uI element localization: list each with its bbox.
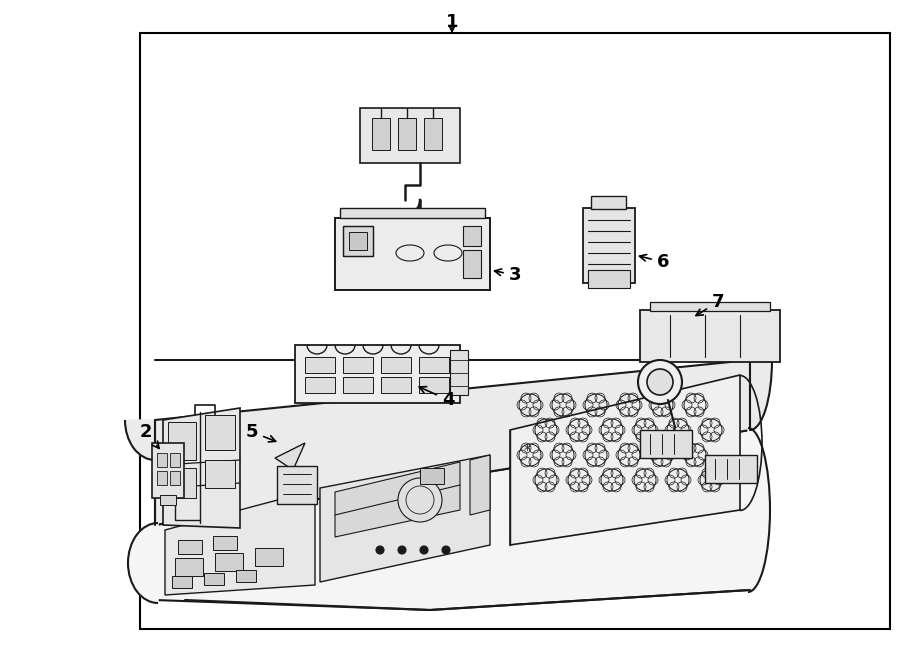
Bar xyxy=(381,357,411,373)
Polygon shape xyxy=(155,360,750,525)
Bar xyxy=(140,33,890,629)
Circle shape xyxy=(638,360,682,404)
Bar xyxy=(205,460,235,488)
Polygon shape xyxy=(748,428,770,592)
Polygon shape xyxy=(155,430,750,610)
Bar xyxy=(463,250,481,278)
Bar xyxy=(168,422,196,460)
Polygon shape xyxy=(163,408,240,528)
Polygon shape xyxy=(335,462,460,537)
Bar xyxy=(343,226,373,256)
Bar xyxy=(419,377,449,393)
Text: 2: 2 xyxy=(140,423,159,448)
Circle shape xyxy=(442,546,450,554)
Text: *: * xyxy=(524,443,530,457)
Bar xyxy=(178,540,202,554)
Bar xyxy=(349,232,367,250)
Bar xyxy=(204,573,224,585)
Polygon shape xyxy=(165,490,315,595)
Bar xyxy=(705,455,757,483)
Circle shape xyxy=(376,546,384,554)
Circle shape xyxy=(420,546,428,554)
Text: 7: 7 xyxy=(696,293,725,316)
Polygon shape xyxy=(470,455,490,515)
Polygon shape xyxy=(128,523,158,603)
Bar xyxy=(213,536,237,550)
Bar xyxy=(152,443,184,498)
Text: 5: 5 xyxy=(246,423,275,442)
Bar xyxy=(420,468,444,484)
Bar xyxy=(463,226,481,246)
Text: 3: 3 xyxy=(495,266,521,284)
Bar xyxy=(343,226,373,256)
Bar xyxy=(205,415,235,450)
Bar xyxy=(170,453,180,467)
Bar xyxy=(277,466,317,504)
Bar xyxy=(650,302,770,311)
Bar xyxy=(450,350,468,395)
Bar xyxy=(372,118,390,150)
Circle shape xyxy=(647,369,673,395)
Bar xyxy=(215,553,243,571)
Bar xyxy=(381,377,411,393)
Text: 4: 4 xyxy=(419,387,454,409)
Polygon shape xyxy=(510,375,740,545)
Bar xyxy=(175,558,203,576)
Bar xyxy=(343,357,373,373)
Bar xyxy=(588,270,630,288)
Bar xyxy=(236,570,256,582)
Bar xyxy=(305,377,335,393)
Bar xyxy=(640,430,692,458)
Bar xyxy=(424,118,442,150)
Bar xyxy=(170,471,180,485)
Text: 1: 1 xyxy=(446,13,458,31)
Bar xyxy=(157,453,167,467)
Bar xyxy=(305,357,335,373)
Bar xyxy=(360,108,460,163)
Bar xyxy=(340,208,485,218)
Bar xyxy=(255,548,283,566)
Bar xyxy=(168,468,196,498)
Polygon shape xyxy=(275,443,305,470)
Bar xyxy=(591,196,626,209)
Bar xyxy=(419,357,449,373)
Polygon shape xyxy=(320,455,490,582)
Bar xyxy=(157,471,167,485)
Text: 6: 6 xyxy=(640,253,670,271)
Polygon shape xyxy=(750,360,772,430)
Bar xyxy=(640,310,780,362)
Polygon shape xyxy=(125,420,155,460)
Bar xyxy=(172,576,192,588)
Bar xyxy=(160,495,176,505)
Bar xyxy=(295,345,460,403)
Bar xyxy=(343,377,373,393)
Circle shape xyxy=(398,478,442,522)
Bar xyxy=(335,218,490,290)
Bar xyxy=(583,208,635,283)
Bar xyxy=(398,118,416,150)
Circle shape xyxy=(398,546,406,554)
